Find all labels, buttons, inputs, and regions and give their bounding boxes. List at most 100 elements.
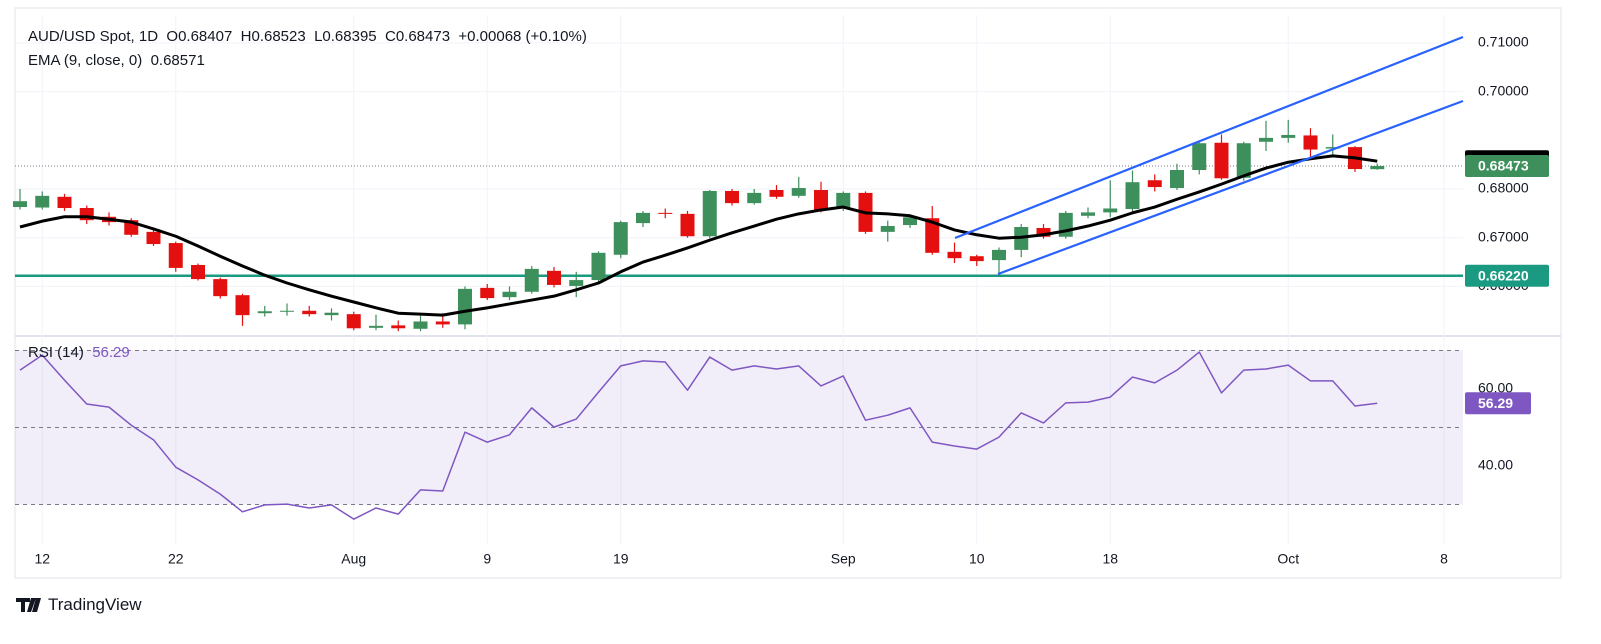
candle-body <box>613 222 628 255</box>
y-tick-label: 0.71000 <box>1478 34 1529 50</box>
candle-body <box>903 217 917 226</box>
candle-body <box>591 252 606 281</box>
candle-body <box>747 192 762 204</box>
candle-body <box>680 213 695 237</box>
logo-icon <box>16 598 41 612</box>
price-axis-label-box <box>1465 154 1549 177</box>
candle-body <box>725 190 739 204</box>
candle-body <box>969 256 984 262</box>
candle-body <box>1103 208 1118 213</box>
candle-body <box>547 270 561 285</box>
rsi-label: RSI (14) <box>28 344 84 361</box>
trend-line <box>954 35 1464 240</box>
candle-body <box>280 310 294 312</box>
candle-body <box>658 212 673 214</box>
x-tick-label: 22 <box>168 551 184 567</box>
rsi-legend: RSI (14) 56.29 <box>28 344 130 361</box>
candle-body <box>1236 143 1251 178</box>
candle-body <box>947 251 962 259</box>
candle-body <box>146 231 161 245</box>
ema-line <box>19 154 1378 317</box>
x-tick-label: 12 <box>34 551 50 567</box>
candle-body <box>1147 180 1162 188</box>
level-label-box <box>1465 264 1549 287</box>
candle-body <box>992 249 1006 261</box>
ema-value: 0.68571 <box>150 52 205 69</box>
ohlc-prefix: H <box>240 28 252 45</box>
candle-body <box>13 201 27 208</box>
y-tick-label: 40.00 <box>1478 457 1513 473</box>
candle-body <box>413 321 428 329</box>
x-tick-label: 18 <box>1102 551 1118 567</box>
candle-body <box>391 325 406 329</box>
channel-drawing <box>954 35 1464 276</box>
candle-body <box>1214 142 1229 179</box>
candle-body <box>1259 137 1273 142</box>
chart-border <box>14 7 1562 579</box>
candle-body <box>569 280 584 286</box>
candle-body <box>435 321 450 325</box>
candle-body <box>1325 147 1340 149</box>
candle-body <box>302 310 317 315</box>
candle-body <box>1303 135 1318 150</box>
y-tick-label: 0.70000 <box>1478 82 1529 98</box>
candle-body <box>814 189 828 210</box>
candle-body <box>168 243 183 268</box>
ema-legend: EMA (9, close, 0) 0.68571 <box>28 52 205 69</box>
candle-body <box>769 189 784 197</box>
x-tick-label: Sep <box>831 551 856 567</box>
candle-body <box>257 311 272 314</box>
candle-body <box>1192 143 1207 171</box>
candle-body <box>213 279 228 297</box>
candle-body <box>346 314 361 329</box>
candle-body <box>1370 165 1385 170</box>
candle-body <box>925 218 940 253</box>
candle-body <box>1081 212 1095 216</box>
ohlc-prefix: O <box>166 28 179 45</box>
rsi-value: 56.29 <box>92 344 130 361</box>
ohlc-value: 0.68407 <box>178 28 233 45</box>
candle-body <box>524 268 539 292</box>
legend-row: AUD/USD Spot, 1D O0.68407 H0.68523 L0.68… <box>28 28 587 45</box>
brand-logo <box>16 598 41 612</box>
candle-body <box>836 192 851 209</box>
brand-name: TradingView <box>48 595 142 614</box>
symbol: AUD/USD Spot, 1D <box>28 28 159 45</box>
candle-body <box>458 288 472 325</box>
x-tick-label: Aug <box>341 551 366 567</box>
y-tick-label: 60.00 <box>1478 380 1513 396</box>
ohlc-prefix: C <box>384 28 396 45</box>
candle-body <box>480 287 495 299</box>
candle-body <box>880 226 895 232</box>
ohlc-value: 0.68395 <box>322 28 377 45</box>
trend-line <box>997 99 1464 276</box>
candle-body <box>1281 134 1296 138</box>
rsi-axis-label-box <box>1465 392 1531 415</box>
x-tick-label: 10 <box>969 551 985 567</box>
candle-body <box>235 295 250 316</box>
candle-body <box>502 291 517 298</box>
candle-body <box>35 195 50 208</box>
price-axis-label: 0.68473 <box>1478 158 1529 174</box>
candle-body <box>702 190 717 237</box>
y-tick-label: 0.67000 <box>1478 228 1529 244</box>
x-tick-label: 19 <box>613 551 629 567</box>
candle-body <box>636 212 650 224</box>
candle-body <box>791 188 806 196</box>
x-tick-label: 9 <box>483 551 491 567</box>
ohlc-value: 0.68473 <box>395 28 451 45</box>
candle-body <box>191 264 205 280</box>
candle-body <box>369 325 383 328</box>
y-tick-label: 0.68000 <box>1478 180 1529 196</box>
candle-body <box>1036 227 1051 237</box>
rsi-axis-label: 56.29 <box>1478 395 1513 411</box>
ohlc-value: 0.68523 <box>251 28 306 45</box>
x-tick-label: 8 <box>1440 551 1448 567</box>
rsi-line <box>19 351 1378 520</box>
candle-body <box>57 196 72 209</box>
candle-body <box>1170 170 1184 189</box>
candle-body <box>324 312 339 316</box>
level-label: 0.66220 <box>1478 267 1529 283</box>
